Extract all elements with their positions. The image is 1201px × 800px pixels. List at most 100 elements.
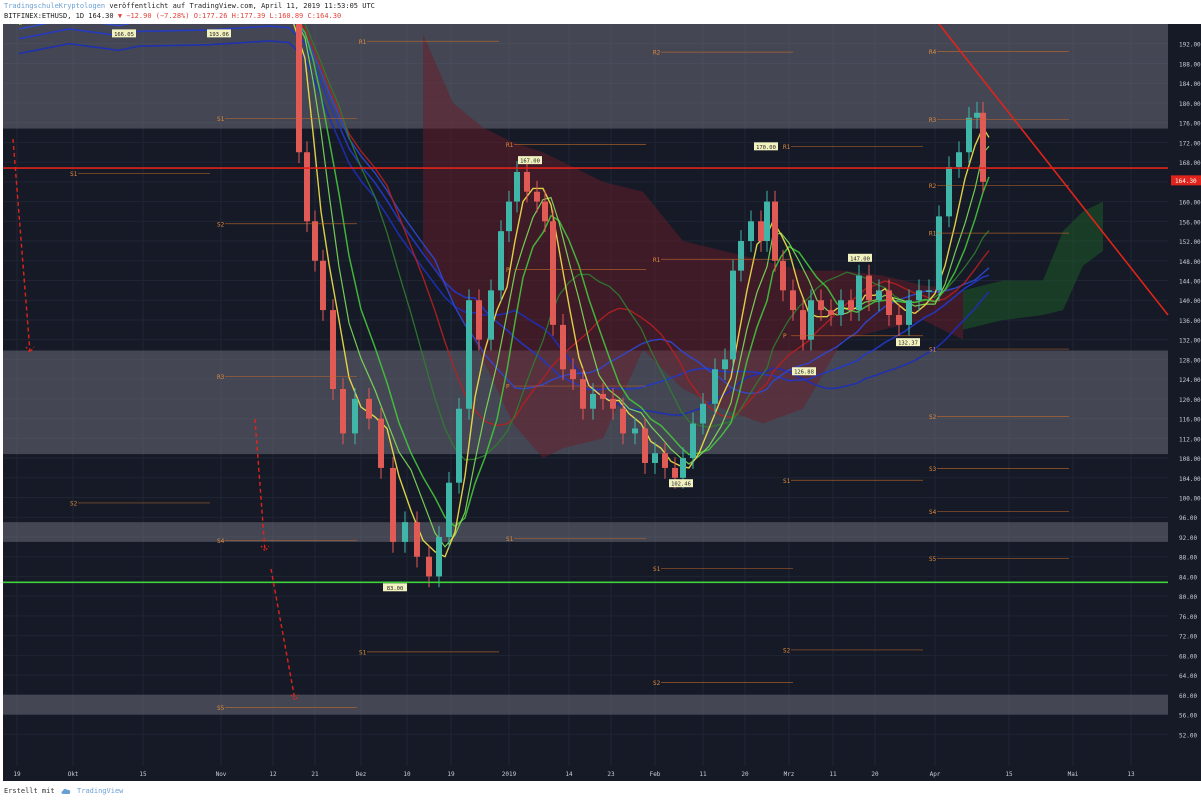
candle-body (542, 201, 548, 222)
price-annotation-label: 167.00 (520, 159, 540, 165)
candle-body (620, 408, 626, 434)
candle-body (466, 300, 472, 409)
time-tick-label: 10 (403, 771, 411, 778)
pivot-label: S2 (217, 221, 225, 228)
projection-arrow-line (12, 138, 31, 353)
price-axis[interactable]: 192.00 188.00 184.00 180.00 176.00 172.00 168.… (1171, 42, 1201, 740)
candle-body (690, 423, 696, 459)
published-text: veröffentlicht auf TradingView.com, Apri… (109, 2, 375, 10)
pivot-label: R4 (929, 49, 937, 56)
projection-arrow-line (270, 568, 296, 701)
candle-body (506, 201, 512, 232)
pivot-label: R3 (929, 117, 937, 124)
grey-zone (3, 694, 1168, 715)
price-tick-label: 60.00 (1179, 693, 1197, 700)
price-annotation-label: 147.00 (850, 256, 870, 262)
time-tick-label: 11 (829, 771, 837, 778)
pivot-label: S1 (783, 478, 791, 485)
candle-body (296, 24, 302, 153)
pivot-label: S1 (653, 566, 661, 573)
candle-body (514, 171, 520, 202)
candle-body (876, 290, 882, 301)
tradingview-logo-text[interactable]: TradingView (77, 787, 124, 795)
candle-body (476, 300, 482, 340)
price-tick-label: 116.00 (1179, 417, 1201, 424)
candle-body (956, 152, 962, 168)
price-tick-label: 136.00 (1179, 318, 1201, 325)
candle-body (730, 270, 736, 360)
current-price-label: 164.30 (1175, 178, 1197, 185)
price-tick-label: 112.00 (1179, 436, 1201, 443)
price-tick-label: 64.00 (1179, 673, 1197, 680)
time-axis-bg (3, 766, 1201, 781)
candle-body (456, 408, 462, 483)
symbol-line: BITFINEX:ETHUSD, 1D 164.30 ▼ −12.90 (−7.… (4, 12, 341, 21)
price-tick-label: 120.00 (1179, 397, 1201, 404)
candle-body (966, 117, 972, 153)
pivot-label: S1 (929, 347, 937, 354)
candle-body (906, 300, 912, 325)
candlesticks (296, 13, 986, 588)
candle-body (974, 112, 980, 118)
price-tick-label: 124.00 (1179, 377, 1201, 384)
candle-body (700, 403, 706, 424)
pivot-label: R1 (506, 142, 514, 149)
time-tick-label: 14 (565, 771, 573, 778)
candle-body (680, 458, 686, 478)
candle-body (426, 556, 432, 577)
symbol-label[interactable]: BITFINEX:ETHUSD, 1D (4, 12, 85, 20)
price-tick-label: 80.00 (1179, 594, 1197, 601)
time-tick-label: 20 (871, 771, 879, 778)
pivot-label: S4 (929, 509, 937, 516)
time-tick-label: 19 (13, 771, 21, 778)
price-annotation-bg (207, 29, 231, 38)
chart-canvas[interactable]: R1 S1 S1 S2 R3 S2 S4 S5 S1 R1 P P S1 R2 R1 S1 S2 R1 P S1 S2 R… (3, 3, 1201, 781)
candle-body (304, 152, 310, 222)
candle-body (886, 290, 892, 316)
candle-body (946, 167, 952, 217)
candle-body (848, 300, 854, 311)
time-tick-label: Feb (650, 771, 661, 778)
price-annotation-bg (896, 338, 920, 347)
author-name[interactable]: TradingschuleKryptologen (4, 2, 106, 10)
candle-body (352, 398, 358, 434)
price-chart[interactable]: R1 S1 S1 S2 R3 S2 S4 S5 S1 R1 P P S1 R2 R1 S1 S2 R1 P S1 S2 R… (3, 3, 1201, 781)
tradingview-cloud-icon (61, 788, 71, 794)
price-tick-label: 108.00 (1179, 456, 1201, 463)
time-tick-label: Mrz (784, 771, 795, 778)
price-tick-label: 188.00 (1179, 61, 1201, 68)
pivot-label: S5 (929, 556, 937, 563)
price-tick-label: 96.00 (1179, 515, 1197, 522)
footer-credit: Erstellt mit TradingView (4, 787, 123, 795)
candle-body (936, 216, 942, 291)
moving-average-line (18, 10, 990, 427)
price-tick-label: 68.00 (1179, 653, 1197, 660)
price-axis-bg (1171, 24, 1201, 781)
pivot-levels: R1 S1 S1 S2 R3 S2 S4 S5 S1 R1 P P S1 R2 R1 S1 S2 R1 P S1 S2 R… (70, 39, 1069, 712)
moving-average-line (18, 25, 990, 391)
candle-body (402, 522, 408, 542)
price-annotation-label: 193.06 (209, 32, 229, 38)
down-arrow-icon: ▼ (117, 12, 123, 20)
pivot-label: S2 (929, 414, 937, 421)
pivot-label: R1 (929, 231, 937, 238)
pivot-label: S4 (217, 538, 225, 545)
time-axis[interactable]: 19 Okt 15 Nov 12 21 Dez 10 19 2019 14 23 Feb 11 20 Mrz 1… (13, 771, 1135, 778)
candle-body (856, 275, 862, 311)
price-tick-label: 160.00 (1179, 200, 1201, 207)
candle-body (790, 290, 796, 311)
candle-body (828, 310, 834, 316)
price-annotation-bg (669, 479, 693, 488)
price-tick-label: 88.00 (1179, 555, 1197, 562)
price-tick-label: 168.00 (1179, 160, 1201, 167)
pivot-label: P (783, 333, 787, 340)
candle-body (916, 290, 922, 301)
pivot-label: S2 (70, 500, 78, 507)
price-tick-label: 140.00 (1179, 298, 1201, 305)
projection-arrow-line (254, 418, 266, 552)
pivot-label: S3 (929, 466, 937, 473)
candle-body (436, 536, 442, 577)
candle-body (764, 201, 770, 242)
candle-body (866, 275, 872, 301)
chart-footer: Erstellt mit TradingView (0, 781, 1201, 800)
